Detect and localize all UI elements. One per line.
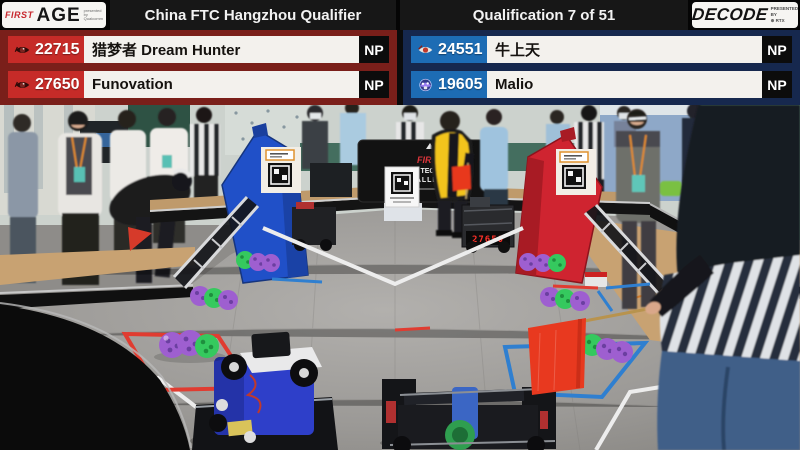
ball-purple bbox=[570, 291, 590, 311]
age-logo-tagline: presented by Qualcomm bbox=[84, 9, 103, 21]
ball-green bbox=[555, 289, 575, 309]
team-logo-eye-icon bbox=[418, 44, 433, 53]
np-badge: NP bbox=[359, 71, 389, 98]
referee-jeans bbox=[657, 351, 800, 450]
staff-yellow-vest bbox=[430, 111, 475, 238]
ball-purple bbox=[611, 341, 633, 363]
ball-purple bbox=[218, 290, 238, 310]
field-camera-view: FIRST TECH CHALLENGE bbox=[0, 101, 800, 450]
ball-purple bbox=[249, 253, 267, 271]
event-title: China FTC Hangzhou Qualifier bbox=[110, 0, 396, 30]
ball-purple bbox=[519, 253, 537, 271]
referee-arm bbox=[650, 255, 714, 317]
first-logo-text: FIRST bbox=[4, 10, 34, 20]
ball-purple bbox=[534, 254, 552, 272]
age-logo-text: AGE bbox=[36, 4, 81, 26]
team-number: 19605 bbox=[438, 75, 483, 93]
team-row-red-1: 22715 猎梦者 Dream Hunter NP bbox=[8, 36, 389, 63]
robot-number-plate: 27650 bbox=[472, 235, 504, 245]
apriltag-sign bbox=[384, 166, 422, 221]
robot-black-right bbox=[380, 379, 556, 450]
ball-green bbox=[548, 254, 566, 272]
team-number: 27650 bbox=[35, 75, 80, 93]
team-logo-eye-icon bbox=[14, 46, 30, 53]
blue-alliance-panel: 24551 牛上天 NP 19605 Malio NP bbox=[403, 30, 800, 105]
banner-first-text: FIRST bbox=[417, 155, 445, 165]
team-number: 22715 bbox=[35, 40, 80, 58]
np-badge: NP bbox=[359, 36, 389, 63]
decode-logo: DECODE PRESENTED BY ⊕ RTX bbox=[690, 2, 799, 28]
ball-purple bbox=[540, 287, 560, 307]
header-bar: FIRST AGE presented by Qualcomm China FT… bbox=[0, 0, 800, 30]
decode-logo-tagline: PRESENTED BY ⊕ RTX bbox=[771, 6, 799, 24]
team-number-zone: 19605 bbox=[411, 71, 487, 98]
ball-purple bbox=[262, 254, 280, 272]
team-number-zone: 27650 bbox=[8, 71, 84, 98]
decode-logo-text: DECODE bbox=[690, 5, 769, 24]
referee-flag bbox=[528, 305, 659, 395]
team-number: 24551 bbox=[438, 40, 483, 58]
ball-green bbox=[195, 334, 219, 358]
hand-flag bbox=[452, 165, 471, 191]
first-age-logo: FIRST AGE presented by Qualcomm bbox=[2, 2, 106, 28]
team-name: 猎梦者 Dream Hunter bbox=[84, 36, 359, 63]
team-row-red-2: 27650 Funovation NP bbox=[8, 71, 389, 98]
team-logo-mushroom-icon bbox=[419, 78, 432, 91]
np-badge: NP bbox=[762, 36, 792, 63]
np-badge: NP bbox=[762, 71, 792, 98]
referee-hand bbox=[645, 301, 661, 315]
referee bbox=[190, 107, 220, 203]
match-title: Qualification 7 of 51 bbox=[400, 0, 688, 30]
robot-27650: 27650 bbox=[461, 197, 515, 253]
field-staff bbox=[430, 109, 508, 238]
red-alliance-panel: 22715 猎梦者 Dream Hunter NP 27650 Funovati… bbox=[0, 30, 397, 105]
decode-tag-line2: ⊕ RTX bbox=[770, 17, 785, 23]
age-tag-line2: Qualcomm bbox=[83, 16, 104, 21]
banner-challenge-text: CHALLENGE bbox=[404, 177, 457, 184]
team-logo-eye-icon bbox=[14, 81, 30, 88]
red-flag bbox=[528, 318, 586, 395]
team-row-blue-2: 19605 Malio NP bbox=[411, 71, 792, 98]
team-number-zone: 24551 bbox=[411, 36, 487, 63]
decode-tag-line1: PRESENTED BY bbox=[770, 6, 799, 18]
person bbox=[302, 105, 328, 169]
team-name: 牛上天 bbox=[487, 36, 762, 63]
field-wall-near bbox=[0, 227, 192, 450]
banner-tech-text: TECH bbox=[420, 168, 439, 175]
age-tag-line1: presented by bbox=[83, 8, 102, 17]
red-goal bbox=[515, 127, 670, 295]
field-scene: FIRST TECH CHALLENGE bbox=[0, 101, 800, 450]
game-balls bbox=[154, 251, 633, 363]
team-name: Malio bbox=[487, 71, 762, 98]
team-row-blue-1: 24551 牛上天 NP bbox=[411, 36, 792, 63]
referee-foreground bbox=[645, 105, 800, 450]
team-name: Funovation bbox=[84, 71, 359, 98]
team-number-zone: 22715 bbox=[8, 36, 84, 63]
robot-blue-center bbox=[190, 331, 338, 450]
spare-flag bbox=[128, 227, 152, 251]
